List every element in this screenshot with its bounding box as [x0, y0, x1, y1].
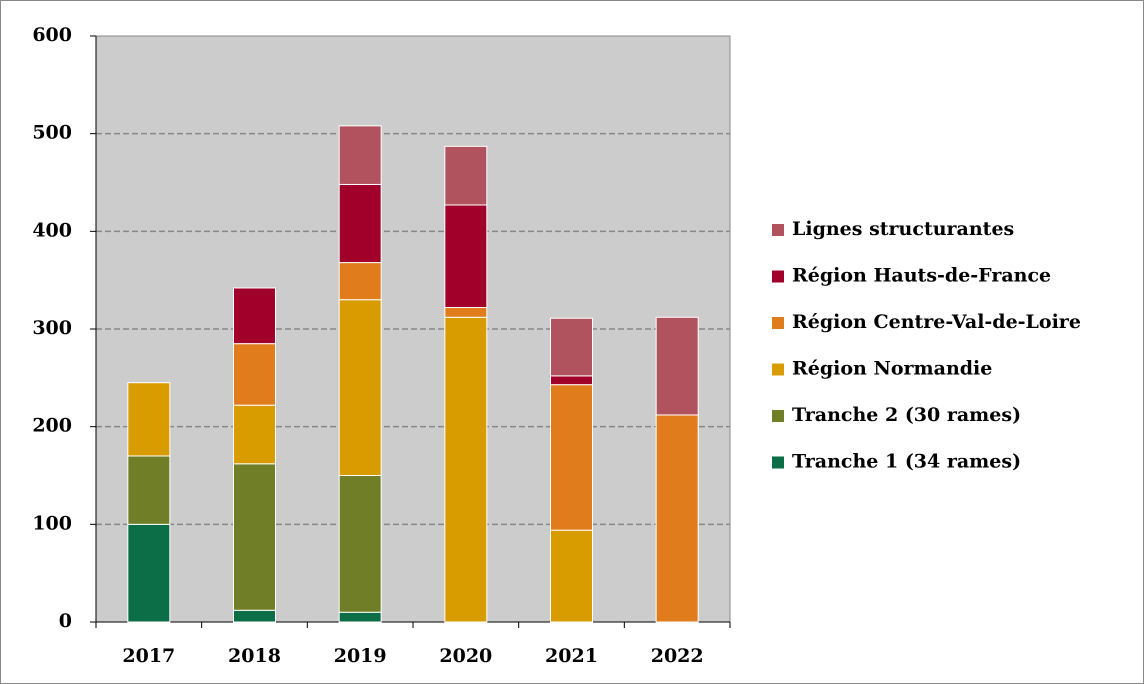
bar-segment: [550, 317, 593, 377]
bar-segment: [550, 529, 593, 623]
bar-segment: [338, 611, 382, 623]
legend-label: Tranche 2 (30 rames): [792, 404, 1021, 426]
y-tick-label: 0: [59, 610, 72, 632]
y-tick-label: 100: [32, 512, 72, 534]
legend-swatch: [772, 224, 784, 236]
bar-segment: [338, 299, 382, 477]
bar-segment: [550, 375, 593, 386]
legend-swatch: [772, 270, 784, 283]
bar-segment: [338, 125, 382, 185]
bar-segment: [550, 384, 593, 531]
x-tick-label: 2019: [334, 645, 387, 667]
bar-segment: [655, 414, 699, 623]
legend-swatch: [772, 456, 784, 469]
x-tick-label: 2017: [122, 645, 175, 667]
bar-segment: [233, 404, 276, 465]
bar-segment: [127, 523, 171, 623]
bar-segment: [655, 316, 699, 416]
y-tick-label: 600: [32, 24, 72, 46]
legend-label: Tranche 1 (34 rames): [792, 451, 1021, 473]
x-tick-label: 2018: [228, 645, 281, 667]
x-tick-label: 2022: [651, 645, 704, 667]
bar-segment: [444, 145, 488, 206]
legend-label: Lignes structurantes: [792, 218, 1014, 240]
bar-segment: [444, 316, 488, 623]
bar-segment: [233, 343, 276, 406]
y-tick-label: 200: [32, 415, 72, 437]
bar-segment: [338, 183, 382, 264]
legend-label: Région Hauts-de-France: [792, 265, 1051, 287]
bar-segment: [338, 262, 382, 301]
bar-segment: [338, 475, 382, 613]
y-tick-label: 400: [32, 219, 72, 241]
legend-label: Région Normandie: [792, 358, 992, 380]
bar-segment: [444, 204, 488, 309]
legend-swatch: [772, 317, 784, 329]
legend-swatch: [772, 410, 784, 422]
legend-label: Région Centre-Val-de-Loire: [792, 311, 1081, 333]
x-tick-label: 2020: [439, 645, 492, 667]
bar-segment: [233, 287, 276, 345]
legend-swatch: [772, 363, 784, 376]
y-tick-label: 500: [32, 122, 72, 144]
bar-segment: [444, 307, 488, 318]
x-tick-label: 2021: [545, 645, 598, 667]
bar-segment: [127, 382, 171, 457]
y-tick-label: 300: [32, 317, 72, 339]
bar-segment: [127, 455, 171, 525]
bar-segment: [233, 609, 276, 623]
bar-segment: [233, 463, 276, 611]
